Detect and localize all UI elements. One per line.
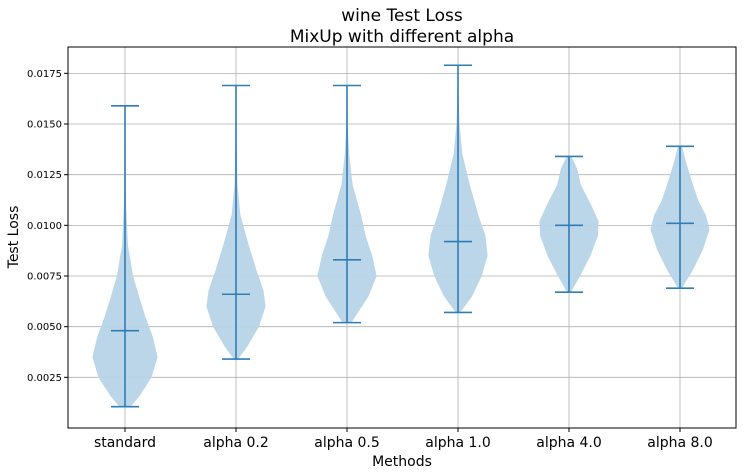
x-axis-label: Methods	[372, 454, 432, 470]
x-tick-label: alpha 1.0	[425, 435, 491, 451]
y-tick-label: 0.0050	[27, 322, 62, 333]
x-tick-label: alpha 0.5	[314, 435, 380, 451]
y-tick-label: 0.0100	[27, 221, 62, 232]
x-tick-label: alpha 4.0	[536, 435, 602, 451]
grid	[68, 47, 736, 428]
violin-stat-lines	[111, 64, 694, 408]
chart-title: wine Test Loss	[341, 6, 463, 26]
y-axis-label: Test Loss	[6, 206, 22, 270]
y-tick-label: 0.0175	[27, 69, 62, 80]
y-tick-label: 0.0125	[27, 170, 62, 181]
y-axis-ticks: 0.0025 0.0050 0.0075 0.0100 0.0125 0.0150 0.01…	[27, 69, 68, 384]
chart-subtitle: MixUp with different alpha	[290, 27, 514, 47]
x-tick-label: alpha 8.0	[647, 435, 713, 451]
y-tick-label: 0.0075	[27, 272, 62, 283]
x-axis-ticks: standard alpha 0.2 alpha 0.5 alpha 1.0 alpha…	[94, 428, 713, 451]
y-tick-label: 0.0150	[27, 120, 62, 131]
violins	[92, 65, 710, 407]
x-tick-label: alpha 0.2	[203, 435, 269, 451]
y-tick-label: 0.0025	[27, 373, 62, 384]
x-tick-label: standard	[94, 435, 156, 451]
plot-frame	[67, 46, 737, 429]
